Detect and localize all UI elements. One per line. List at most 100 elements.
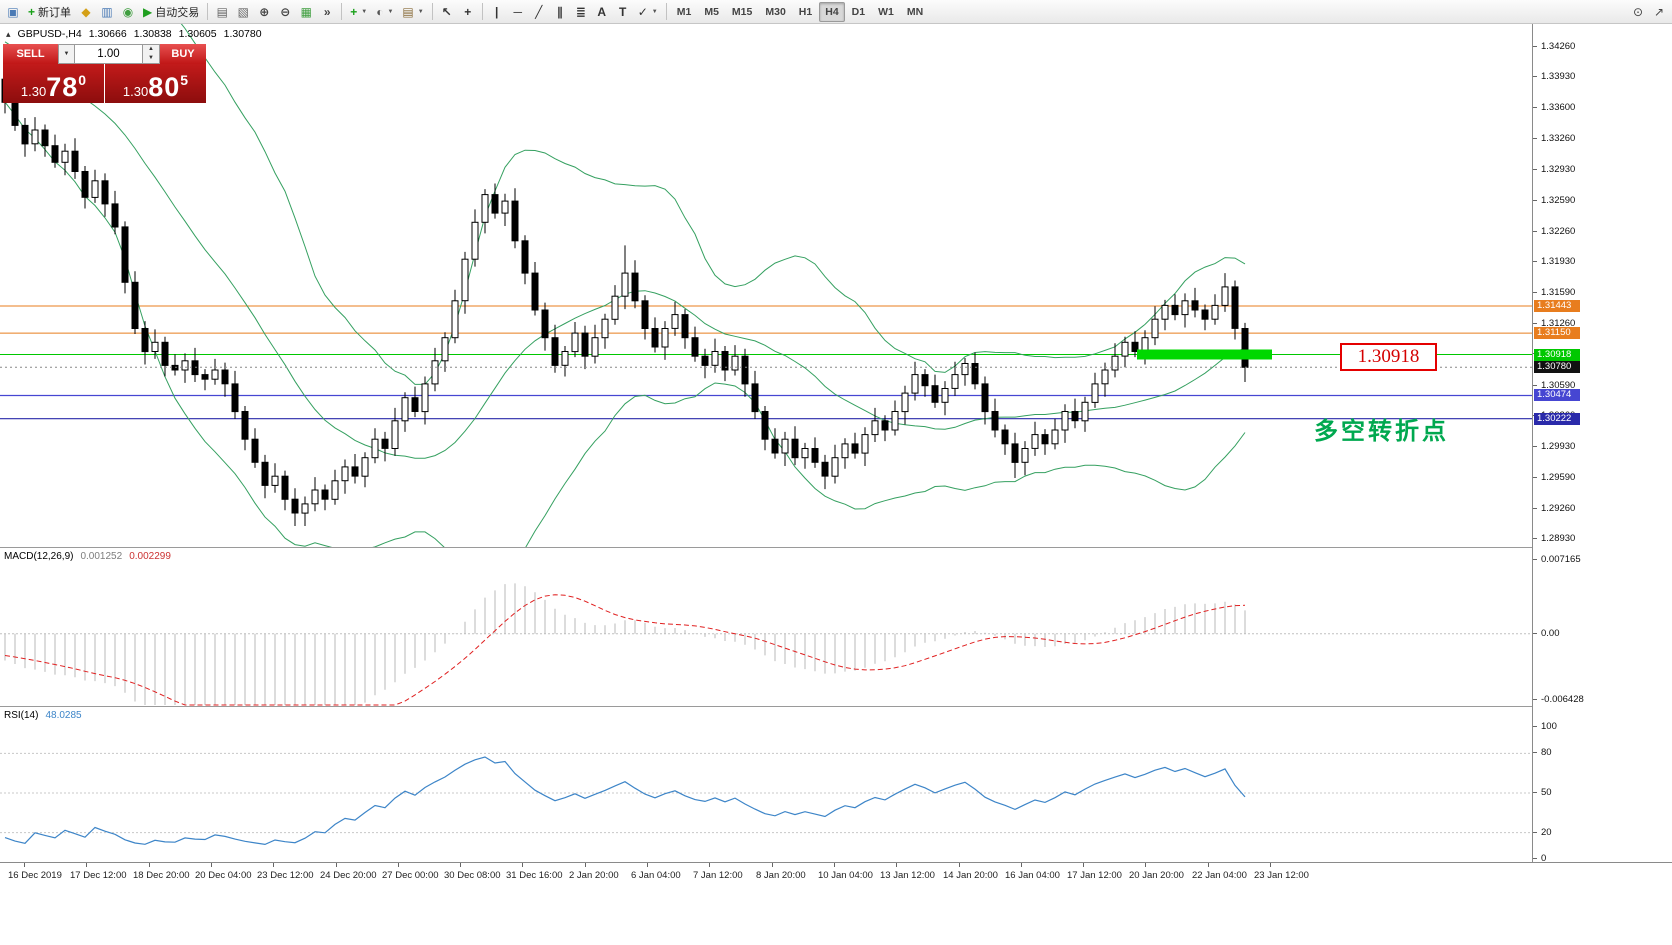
candle-body xyxy=(651,328,659,348)
tile-windows-icon[interactable]: ▤ xyxy=(212,2,232,22)
candle-body xyxy=(491,194,499,214)
templates-icon: ▤ xyxy=(402,4,414,19)
periods-icon[interactable]: ◐ ▼ xyxy=(372,2,397,22)
tile-windows-icon: ▤ xyxy=(216,4,228,19)
candle-body xyxy=(461,258,469,302)
macd-panel[interactable]: MACD(12,26,9) 0.001252 0.002299 xyxy=(0,547,1532,706)
sell-button[interactable]: SELL xyxy=(3,44,58,64)
channel-icon: ∥ xyxy=(556,4,563,19)
vline-icon[interactable]: | xyxy=(487,2,507,22)
zoom-in-icon[interactable]: ⊕ xyxy=(254,2,274,22)
label-icon[interactable]: T xyxy=(613,2,633,22)
timeframe-w1[interactable]: W1 xyxy=(878,5,894,18)
cursor-icon[interactable]: ↖ xyxy=(437,2,457,22)
candle-body xyxy=(361,457,369,477)
new-order-button[interactable]: + 新订单 xyxy=(24,2,75,22)
candle-body xyxy=(1111,355,1119,371)
candle-body xyxy=(201,374,209,380)
timeframe-m1[interactable]: M1 xyxy=(676,5,692,18)
market-watch-icon[interactable]: ◆ xyxy=(76,2,96,22)
templates-icon[interactable]: ▤ ▼ xyxy=(398,2,427,22)
candle-body xyxy=(251,438,259,463)
main-chart-panel[interactable]: ▴ GBPUSD-,H4 1.30666 1.30838 1.30605 1.3… xyxy=(0,24,1532,547)
fibonacci-icon: ≣ xyxy=(575,4,586,19)
hline-icon[interactable]: ─ xyxy=(508,2,528,22)
price-scale-label: 1.29590 xyxy=(1541,472,1576,483)
volume-up-icon[interactable]: ▲ xyxy=(148,46,154,52)
rsi-canvas[interactable] xyxy=(0,707,1532,863)
timeframe-mn[interactable]: MN xyxy=(906,5,924,18)
channel-icon[interactable]: ∥ xyxy=(550,2,570,22)
macd-canvas[interactable] xyxy=(0,548,1532,707)
time-axis-label: 23 Jan 12:00 xyxy=(1254,870,1309,881)
candle-body xyxy=(101,180,109,205)
candle-body xyxy=(331,480,339,500)
bollinger-lower xyxy=(4,101,1246,547)
candle-body xyxy=(731,355,739,371)
time-axis-label: 2 Jan 20:00 xyxy=(569,870,619,881)
data-window-icon[interactable]: ▥ xyxy=(97,2,117,22)
auto-scroll-icon[interactable]: » xyxy=(317,2,337,22)
zoom-out-icon[interactable]: ⊖ xyxy=(275,2,295,22)
candle-body xyxy=(1121,341,1129,357)
scale-tick xyxy=(1533,559,1537,560)
order-type-dropdown[interactable]: ▼ xyxy=(58,44,75,64)
autotrading-button[interactable]: ▶ 自动交易 xyxy=(139,2,203,22)
time-axis-label: 22 Jan 04:00 xyxy=(1192,870,1247,881)
macd-value-main: 0.001252 xyxy=(80,551,123,562)
candle-body xyxy=(801,448,809,459)
buy-price-base: 1.30 xyxy=(122,84,149,99)
candle-body xyxy=(811,448,819,463)
shapes-icon[interactable]: ✓ ▼ xyxy=(634,2,662,22)
time-tick xyxy=(959,863,960,867)
buy-price-display[interactable]: 1.30 80 5 xyxy=(105,64,206,103)
candle-body xyxy=(121,226,129,283)
timeframe-h4[interactable]: H4 xyxy=(819,1,845,22)
time-tick xyxy=(398,863,399,867)
time-axis-label: 20 Jan 20:00 xyxy=(1129,870,1184,881)
candle-body xyxy=(821,461,829,477)
crosshair-icon[interactable]: + xyxy=(458,2,478,22)
cascade-windows-icon[interactable]: ▧ xyxy=(233,2,253,22)
time-axis[interactable]: 16 Dec 2019 17 Dec 12:00 18 Dec 20:00 20 De… xyxy=(0,862,1672,888)
scale-tick xyxy=(1533,138,1537,139)
buy-button[interactable]: BUY xyxy=(160,44,206,64)
timeframe-d1[interactable]: D1 xyxy=(851,5,866,18)
scale-tick xyxy=(1533,292,1537,293)
timeframe-m15[interactable]: M15 xyxy=(731,5,753,18)
navigator-icon[interactable]: ◉ xyxy=(118,2,138,22)
volume-input[interactable]: 1.00 xyxy=(75,44,143,64)
rsi-panel[interactable]: RSI(14) 48.0285 xyxy=(0,706,1532,862)
price-scale[interactable]: 1.34260 1.33930 1.33600 1.33260 1.32930 1.325… xyxy=(1532,24,1672,864)
time-axis-label: 6 Jan 04:00 xyxy=(631,870,681,881)
fibonacci-icon[interactable]: ≣ xyxy=(571,2,591,22)
grid-icon[interactable]: ▦ xyxy=(296,2,316,22)
one-click-toggle-icon[interactable]: ▴ xyxy=(6,28,11,39)
price-scale-label: 1.31930 xyxy=(1541,256,1576,267)
indicators-icon[interactable]: + ▼ xyxy=(346,2,371,22)
ohlc-low: 1.30605 xyxy=(178,28,217,40)
time-tick xyxy=(211,863,212,867)
trendline-icon[interactable]: ╱ xyxy=(529,2,549,22)
sell-price-display[interactable]: 1.30 78 0 xyxy=(3,64,104,103)
price-line-label: 1.30918 xyxy=(1534,349,1580,361)
candle-body xyxy=(151,341,159,352)
text-icon[interactable]: A xyxy=(592,2,612,22)
candle-body xyxy=(601,318,609,339)
candle-body xyxy=(881,420,889,431)
volume-stepper[interactable]: ▲ ▼ xyxy=(143,44,160,64)
toolbar-separator xyxy=(341,3,343,20)
chevron-down-icon: ▼ xyxy=(361,8,368,15)
timeframe-m30[interactable]: M30 xyxy=(765,5,786,18)
search-icon[interactable]: ⊙ xyxy=(1632,4,1644,19)
main-chart-canvas[interactable] xyxy=(0,24,1532,547)
candle-body xyxy=(571,332,579,353)
price-scale-label: 1.28930 xyxy=(1541,533,1576,544)
timeframe-m5[interactable]: M5 xyxy=(704,5,719,18)
volume-down-icon[interactable]: ▼ xyxy=(148,55,154,61)
time-axis-label: 7 Jan 12:00 xyxy=(693,870,743,881)
new-chart-icon[interactable]: ▣ xyxy=(3,2,23,22)
popout-icon[interactable]: ↗ xyxy=(1653,4,1665,19)
time-tick xyxy=(772,863,773,867)
timeframe-h1[interactable]: H1 xyxy=(798,5,813,18)
